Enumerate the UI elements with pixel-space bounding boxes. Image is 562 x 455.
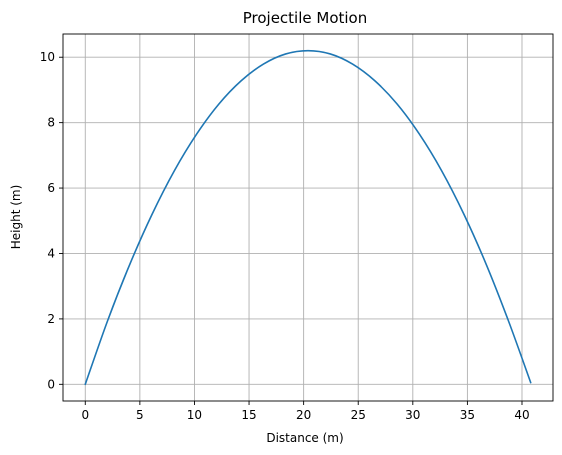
chart-title: Projectile Motion xyxy=(243,9,368,27)
y-ticks: 0 2 4 6 8 10 xyxy=(40,50,63,391)
series-group xyxy=(84,49,532,386)
x-tick-label: 10 xyxy=(187,408,202,422)
series-line xyxy=(84,49,532,386)
x-tick-label: 20 xyxy=(296,408,311,422)
x-axis-label: Distance (m) xyxy=(266,431,343,445)
y-tick-label: 6 xyxy=(47,181,55,195)
y-tick-label: 4 xyxy=(47,246,55,260)
y-tick-label: 2 xyxy=(47,312,55,326)
x-tick-label: 15 xyxy=(241,408,256,422)
x-tick-label: 0 xyxy=(81,408,89,422)
x-tick-label: 5 xyxy=(136,408,144,422)
x-ticks: 0 5 10 15 20 25 30 35 40 xyxy=(81,401,530,422)
x-tick-label: 40 xyxy=(514,408,529,422)
y-tick-label: 0 xyxy=(47,377,55,391)
x-tick-label: 30 xyxy=(405,408,420,422)
x-tick-label: 35 xyxy=(460,408,475,422)
y-tick-label: 10 xyxy=(40,50,55,64)
grid-lines xyxy=(63,34,553,401)
x-tick-label: 25 xyxy=(351,408,366,422)
y-axis-label: Height (m) xyxy=(9,185,23,250)
y-tick-label: 8 xyxy=(47,116,55,130)
plot-frame xyxy=(62,33,554,402)
